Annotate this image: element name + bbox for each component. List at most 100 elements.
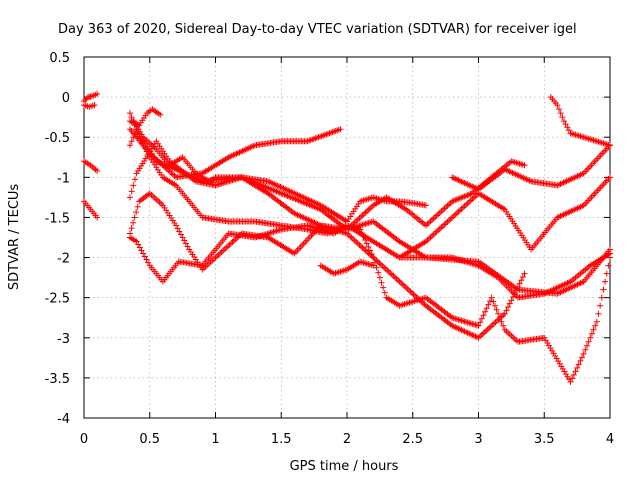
data-point: [223, 244, 230, 251]
data-point: [427, 218, 434, 225]
data-point: [176, 228, 183, 235]
data-point: [435, 227, 442, 234]
data-point: [490, 298, 497, 305]
data-point: [226, 241, 233, 248]
grid: [83, 56, 611, 419]
data-point: [127, 142, 134, 149]
x-tick-label: 3.5: [534, 432, 555, 447]
data-point: [348, 234, 355, 241]
data-point: [425, 219, 432, 226]
data-point: [94, 214, 101, 221]
data-point: [590, 326, 597, 333]
data-point: [362, 209, 369, 216]
data-series: [81, 158, 101, 174]
data-point: [477, 319, 484, 326]
data-point: [184, 243, 191, 250]
data-point: [433, 228, 440, 235]
data-point: [455, 208, 462, 215]
data-point: [404, 285, 411, 292]
data-point: [221, 246, 228, 253]
data-point: [593, 318, 600, 325]
data-point: [488, 294, 495, 301]
data-point: [519, 273, 526, 280]
data-point: [127, 194, 134, 201]
data-point: [385, 268, 392, 275]
data-point: [220, 247, 227, 254]
data-point: [438, 224, 445, 231]
data-point: [598, 294, 605, 301]
x-tick-label: 2: [343, 432, 351, 447]
chart-title: Day 363 of 2020, Sidereal Day-to-day VTE…: [58, 22, 577, 37]
data-point: [398, 280, 405, 287]
data-point: [496, 314, 503, 321]
data-markers: [81, 90, 613, 385]
data-point: [91, 102, 98, 109]
data-point: [357, 213, 364, 220]
y-axis-label: SDTVAR / TECUs: [7, 184, 22, 291]
data-point: [452, 211, 459, 218]
y-tick-label: 0: [62, 91, 70, 106]
data-point: [560, 118, 567, 125]
data-point: [572, 368, 579, 375]
data-point: [130, 118, 137, 125]
data-point: [443, 204, 450, 211]
x-tick-labels: 0 0.5 1 1.5 2 2.5 3 3.5 4: [80, 432, 614, 447]
data-point: [432, 230, 439, 237]
data-point: [361, 210, 368, 217]
data-series: [547, 94, 613, 149]
y-tick-labels: 0.5 0 -0.5 -1 -1.5 -2 -2.5 -3 -3.5 -4: [45, 51, 70, 427]
data-point: [399, 281, 406, 288]
data-point: [356, 241, 363, 248]
data-point: [133, 238, 140, 245]
data-point: [365, 206, 372, 213]
data-point: [579, 354, 586, 361]
data-point: [136, 244, 143, 251]
data-point: [433, 212, 440, 219]
data-point: [574, 364, 581, 371]
data-point: [134, 130, 141, 137]
data-point: [363, 240, 370, 247]
data-point: [227, 240, 234, 247]
data-series: [81, 102, 98, 110]
data-point: [446, 201, 453, 208]
data-point: [82, 96, 89, 103]
data-point: [217, 250, 224, 257]
data-point: [359, 244, 366, 251]
data-point: [500, 322, 507, 329]
data-point: [362, 237, 369, 244]
data-point: [506, 300, 513, 307]
data-point: [435, 211, 442, 218]
data-point: [401, 282, 408, 289]
x-tick-label: 4: [606, 432, 614, 447]
data-point: [495, 310, 502, 317]
y-tick-label: -2.5: [45, 292, 70, 307]
data-point: [379, 263, 386, 270]
data-point: [405, 287, 412, 294]
y-tick-label: -4: [57, 412, 70, 427]
data-point: [367, 205, 374, 212]
y-tick-label: -1.5: [45, 211, 70, 226]
data-point: [179, 234, 186, 241]
data-point: [580, 350, 587, 357]
data-point: [505, 304, 512, 311]
data-point: [359, 212, 366, 219]
data-point: [597, 302, 604, 309]
data-point: [141, 253, 148, 260]
data-point: [145, 259, 152, 266]
data-point: [94, 90, 101, 97]
data-point: [370, 262, 377, 269]
data-point: [510, 293, 517, 300]
data-point: [231, 237, 238, 244]
data-point: [402, 284, 409, 291]
data-point: [480, 312, 487, 319]
data-point: [354, 240, 361, 247]
data-point: [353, 217, 360, 224]
data-series: [127, 190, 528, 341]
data-point: [475, 322, 482, 329]
data-point: [557, 110, 564, 117]
data-point: [168, 170, 175, 177]
data-point: [357, 226, 364, 233]
data-point: [487, 298, 494, 305]
data-point: [429, 216, 436, 223]
data-point: [511, 290, 518, 297]
